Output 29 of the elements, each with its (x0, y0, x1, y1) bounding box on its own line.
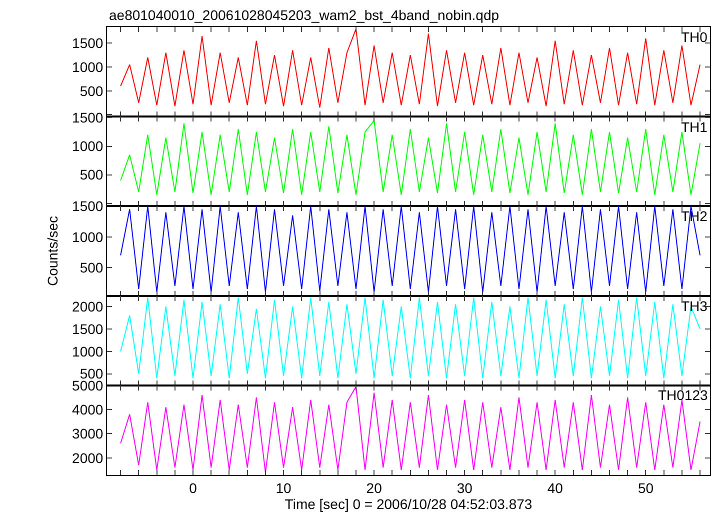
y-tick-label: 2000 (72, 450, 104, 466)
chart-title: ae801040010_20061028045203_wam2_bst_4band_nobin.qdp (109, 7, 500, 23)
x-tick-label: 0 (189, 480, 198, 496)
y-tick-label: 1000 (72, 138, 104, 154)
y-tick-label: 4000 (72, 401, 104, 418)
y-tick-label: 2000 (72, 298, 104, 314)
x-axis-title: Time [sec] 0 = 2006/10/28 04:52:03.873 (284, 496, 532, 512)
x-tick-label: 20 (366, 480, 382, 496)
y-tick-label: 500 (80, 82, 104, 99)
y-tick-label: 1500 (72, 110, 104, 126)
y-tick-label: 3000 (72, 426, 104, 442)
x-tick-label: 40 (547, 480, 564, 496)
series-label: TH0123 (658, 387, 708, 403)
x-tick-label: 30 (456, 480, 473, 496)
series-label: TH3 (681, 298, 708, 314)
x-tick-label: 50 (638, 480, 654, 496)
y-tick-label: 1000 (72, 58, 104, 75)
y-tick-label: 500 (80, 166, 104, 183)
y-tick-label: 1500 (72, 320, 104, 337)
series-label: TH0 (681, 29, 708, 45)
y-tick-label: 1000 (72, 343, 104, 360)
y-tick-label: 1500 (72, 198, 104, 214)
y-tick-label: 500 (80, 366, 104, 382)
series-label: TH1 (681, 119, 708, 135)
y-axis-title: Counts/sec (44, 216, 61, 286)
y-tick-label: 500 (80, 259, 104, 276)
y-tick-label: 1000 (72, 228, 104, 245)
y-tick-label: 1500 (72, 35, 104, 52)
x-tick-label: 10 (276, 480, 292, 496)
